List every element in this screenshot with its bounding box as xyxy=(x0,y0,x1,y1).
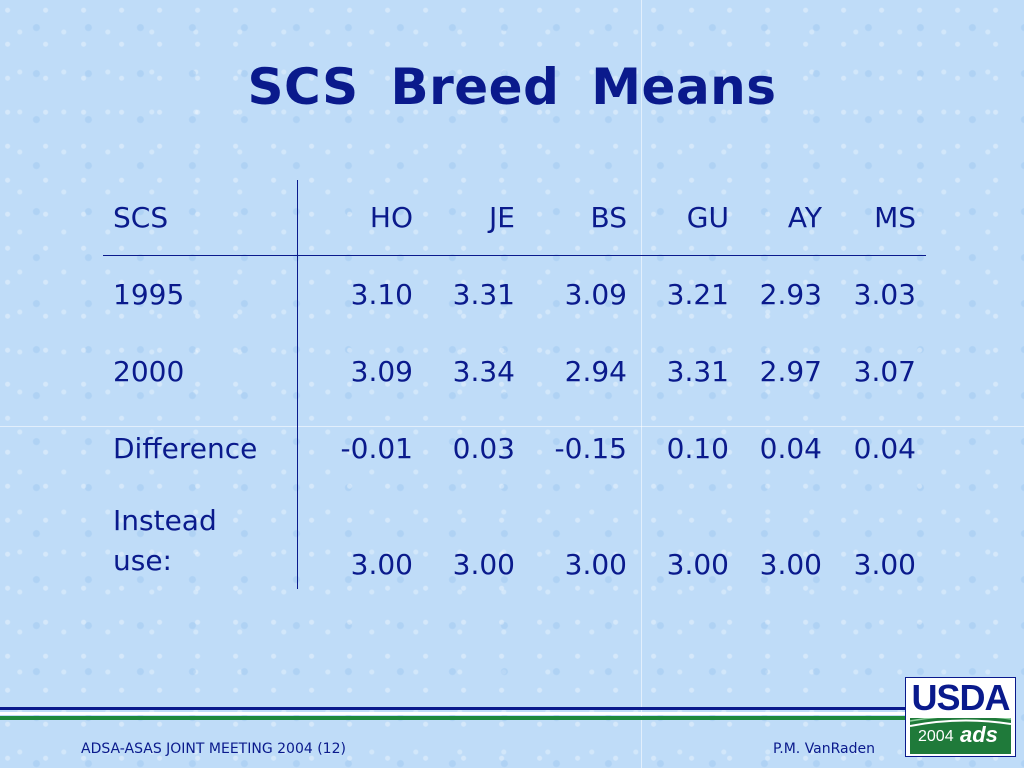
table-cell: 2.94 xyxy=(564,355,627,388)
table-cell: 2.93 xyxy=(759,278,822,311)
table-cell: 0.10 xyxy=(666,432,729,465)
header-ms: MS xyxy=(822,180,926,256)
table-row: 2000 3.09 3.34 2.94 3.31 2.97 3.07 xyxy=(103,333,926,410)
table-cell: 3.09 xyxy=(564,278,627,311)
header-ay: AY xyxy=(729,180,822,256)
table-cell: 0.04 xyxy=(853,432,916,465)
logo-field-curves-icon xyxy=(910,718,1011,727)
background-grid-line xyxy=(641,0,642,768)
table-cell: 3.31 xyxy=(666,355,729,388)
table-cell: 3.00 xyxy=(666,548,729,581)
breed-means-table: SCS HO JE BS GU AY MS 1995 3.10 3.31 3.0… xyxy=(103,180,926,589)
table-cell: 2.97 xyxy=(759,355,822,388)
table-cell: 3.00 xyxy=(564,548,627,581)
header-gu: GU xyxy=(627,180,729,256)
table-cell: 3.34 xyxy=(452,355,515,388)
table-cell: 0.04 xyxy=(759,432,822,465)
header-je: JE xyxy=(413,180,515,256)
table-row: 1995 3.10 3.31 3.09 3.21 2.93 3.03 xyxy=(103,255,926,333)
table-header-row: SCS HO JE BS GU AY MS xyxy=(103,180,926,256)
table-cell: 3.21 xyxy=(666,278,729,311)
table-cell: 3.00 xyxy=(759,548,822,581)
footer-meeting-label: ADSA-ASAS JOINT MEETING 2004 (12) xyxy=(81,741,346,757)
row-label-1995: 1995 xyxy=(103,255,298,333)
header-bs: BS xyxy=(515,180,627,256)
logo-org-mark: ads xyxy=(960,722,998,747)
row-label-instead-use: Instead use: xyxy=(103,487,298,589)
table-cell: -0.15 xyxy=(554,432,627,465)
table-cell: 3.10 xyxy=(350,278,413,311)
table-cell: 3.03 xyxy=(853,278,916,311)
table-cell: 0.03 xyxy=(452,432,515,465)
table-cell: 3.00 xyxy=(350,548,413,581)
footer-stripe-white xyxy=(0,712,905,715)
footer-author: P.M. VanRaden xyxy=(773,741,876,757)
table-cell: 3.00 xyxy=(452,548,515,581)
usda-ads-logo: USDA 2004 ads xyxy=(905,677,1016,757)
row-label-difference: Difference xyxy=(103,410,298,487)
header-ho: HO xyxy=(297,180,413,256)
row-label-2000: 2000 xyxy=(103,333,298,410)
slide-title: SCS Breed Means xyxy=(247,58,777,116)
table-cell: 3.07 xyxy=(853,355,916,388)
background-grid-line xyxy=(0,426,1024,427)
table-row: Difference -0.01 0.03 -0.15 0.10 0.04 0.… xyxy=(103,410,926,487)
table-cell: -0.01 xyxy=(340,432,413,465)
usda-logo-text: USDA xyxy=(911,677,1010,718)
table-cell: 3.09 xyxy=(350,355,413,388)
table-row: Instead use: 3.00 3.00 3.00 3.00 3.00 3.0… xyxy=(103,487,926,589)
footer-stripe-green xyxy=(0,716,905,720)
logo-year: 2004 xyxy=(918,728,954,745)
logo-green-band: 2004 ads xyxy=(910,718,1011,754)
table-cell: 3.31 xyxy=(452,278,515,311)
row-label-line: Instead xyxy=(113,504,217,537)
table-cell: 3.00 xyxy=(853,548,916,581)
header-scs: SCS xyxy=(103,180,298,256)
row-label-line: use: xyxy=(113,544,172,577)
footer-stripe-blue xyxy=(0,707,905,710)
